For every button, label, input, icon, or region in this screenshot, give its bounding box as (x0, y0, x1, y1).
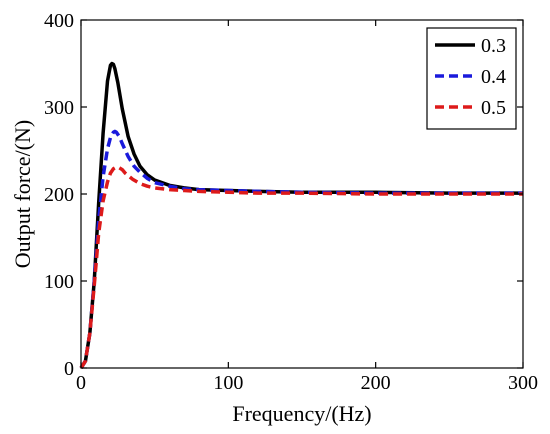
legend-label-0.4: 0.4 (481, 66, 506, 88)
x-tick-label: 100 (213, 372, 243, 394)
y-tick-label: 400 (44, 10, 74, 32)
x-axis-label: Frequency/(Hz) (232, 401, 371, 426)
x-axis: 0 100 200 300 (76, 20, 538, 394)
legend-label-0.5: 0.5 (481, 97, 506, 119)
series-line-0.5 (79, 165, 523, 369)
y-tick-label: 100 (44, 271, 74, 293)
y-axis: 0 100 200 300 400 (44, 10, 523, 380)
y-axis-label: Output force/(N) (10, 120, 35, 268)
x-tick-label: 300 (508, 372, 538, 394)
y-tick-label: 300 (44, 97, 74, 119)
y-tick-label: 0 (64, 358, 74, 380)
series-line-0.4 (79, 129, 523, 369)
x-tick-label: 200 (361, 372, 391, 394)
y-tick-label: 200 (44, 184, 74, 206)
legend: 0.3 0.4 0.5 (426, 27, 517, 130)
x-tick-label: 0 (76, 372, 86, 394)
legend-label-0.3: 0.3 (481, 35, 506, 57)
